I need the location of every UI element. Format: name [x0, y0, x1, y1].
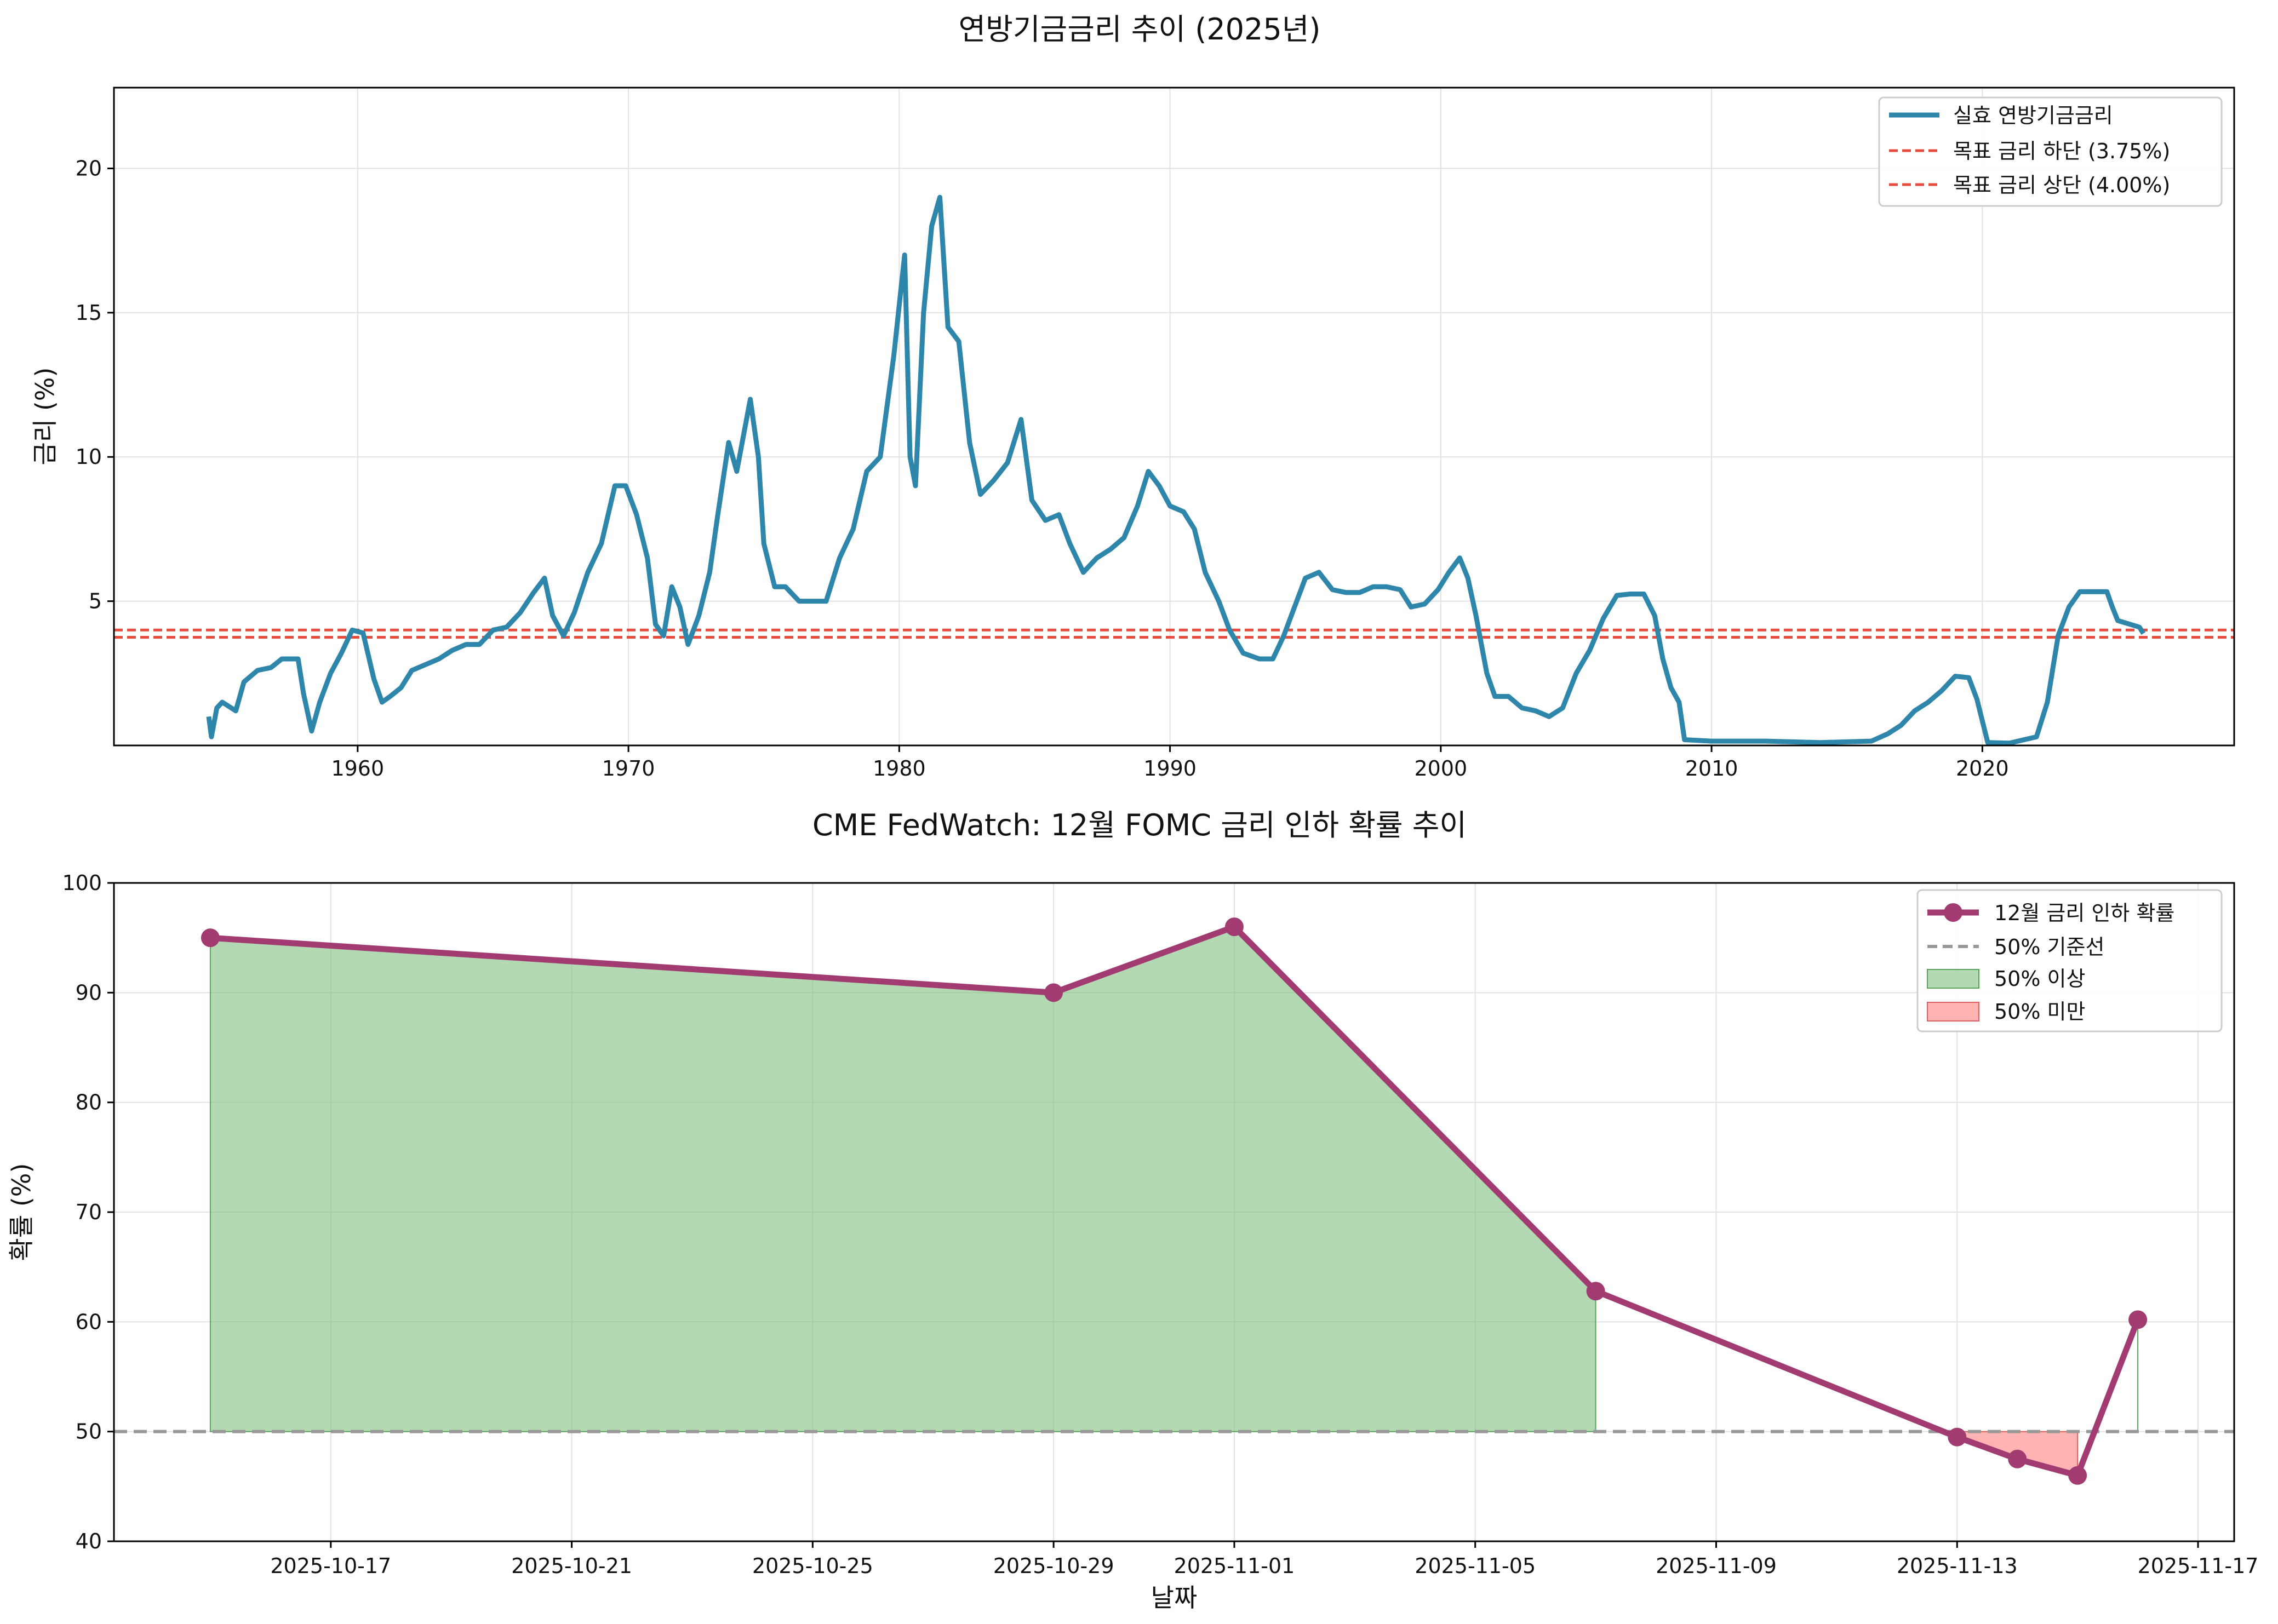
chart2-x-tick-label: 2025-11-13: [1897, 1554, 2018, 1578]
chart2-y-tick-label: 70: [76, 1200, 102, 1224]
chart2-y-tick-label: 100: [62, 871, 102, 895]
chart2-ticks: 2025-10-17 2025-10-21 2025-10-25 2025-10-29…: [62, 871, 2258, 1578]
chart1-grid: [114, 88, 2234, 745]
chart2-x-tick-label: 2025-11-09: [1656, 1554, 1777, 1578]
legend-label-below-fifty: 50% 미만: [1994, 1000, 2085, 1024]
chart1-x-tick-label: 1980: [873, 756, 926, 781]
probability-marker: [1586, 1282, 1605, 1301]
chart2-x-tick-label: 2025-10-17: [270, 1554, 391, 1578]
chart2-x-tick-label: 2025-10-25: [752, 1554, 873, 1578]
probability-marker: [201, 928, 220, 948]
chart2-x-tick-label: 2025-11-17: [2138, 1554, 2259, 1578]
chart1-x-tick-label: 1990: [1143, 756, 1197, 781]
chart1-x-tick-label: 2000: [1414, 756, 1467, 781]
chart2-x-tick-label: 2025-11-05: [1415, 1554, 1536, 1578]
chart1-y-tick-label: 20: [76, 156, 102, 180]
chart1-x-tick-label: 1960: [331, 756, 384, 781]
legend-label-effective-rate: 실효 연방기금금리: [1953, 104, 2113, 128]
chart1-x-tick-label: 2020: [1956, 756, 2009, 781]
chart2-x-tick-label: 2025-10-21: [511, 1554, 632, 1578]
chart1-x-tick-label: 1970: [602, 756, 655, 781]
legend-label-target-upper: 목표 금리 상단 (4.00%): [1953, 173, 2170, 197]
chart2-y-axis-label: 확률 (%): [7, 1163, 36, 1261]
above-fifty-fill: [209, 926, 1596, 1432]
chart1-axes-frame: [113, 87, 2235, 747]
legend-swatch-below-fifty: [1927, 1002, 1979, 1022]
chart1-x-tick-label: 2010: [1685, 756, 1738, 781]
chart1-legend: 실효 연방기금금리 목표 금리 하단 (3.75%) 목표 금리 상단 (4.0…: [1878, 96, 2223, 207]
chart2-y-tick-label: 50: [76, 1420, 102, 1444]
probability-marker: [2068, 1466, 2087, 1485]
chart2-x-tick-label: 2025-10-29: [993, 1554, 1114, 1578]
chart2-title: CME FedWatch: 12월 FOMC 금리 인하 확률 추이: [812, 808, 1467, 842]
chart2-y-tick-label: 80: [76, 1091, 102, 1115]
legend-label-target-lower: 목표 금리 하단 (3.75%): [1953, 139, 2170, 163]
chart1-y-tick-label: 10: [76, 445, 102, 469]
chart1-title: 연방기금금리 추이 (2025년): [958, 12, 1320, 47]
chart2-x-tick-label: 2025-11-01: [1174, 1554, 1295, 1578]
chart2-legend: 12월 금리 인하 확률 50% 기준선 50% 이상 50% 미만: [1916, 889, 2223, 1032]
probability-marker: [1948, 1427, 1967, 1447]
chart2-y-tick-label: 60: [76, 1310, 102, 1334]
probability-marker: [1044, 983, 1063, 1002]
chart2-y-tick-label: 40: [76, 1529, 102, 1553]
federal-funds-rate-chart: 연방기금금리 추이 (2025년) 1960 1970 1980 1990 2000 20…: [30, 12, 2235, 781]
chart1-legend-box: [1878, 96, 2223, 207]
probability-marker: [1224, 917, 1244, 937]
chart2-legend-box: [1916, 889, 2223, 1032]
legend-label-cut-probability: 12월 금리 인하 확률: [1994, 901, 2174, 925]
chart2-y-tick-label: 90: [76, 980, 102, 1005]
chart1-y-axis-label: 금리 (%): [30, 368, 60, 466]
fedwatch-probability-chart: CME FedWatch: 12월 FOMC 금리 인하 확률 추이 2025-…: [7, 808, 2258, 1612]
chart1-ticks: 1960 1970 1980 1990 2000 2010 2020 5 10 15 20: [76, 156, 2009, 781]
legend-label-above-fifty: 50% 이상: [1994, 967, 2085, 991]
target-rate-lines: [114, 628, 2234, 639]
legend-swatch-above-fifty: [1927, 969, 1979, 989]
chart1-y-tick-label: 5: [89, 589, 102, 613]
legend-label-fifty-percent: 50% 기준선: [1994, 935, 2104, 959]
chart2-x-axis-label: 날짜: [1151, 1583, 1198, 1612]
chart1-y-tick-label: 15: [76, 301, 102, 325]
cut-probability-markers: [201, 917, 2148, 1485]
probability-marker: [2008, 1449, 2027, 1468]
effective-rate-line: [206, 194, 2146, 746]
cut-probability-line: [210, 923, 2141, 1479]
probability-marker: [2128, 1310, 2148, 1329]
legend-swatch-cut-probability-marker: [1944, 903, 1962, 922]
